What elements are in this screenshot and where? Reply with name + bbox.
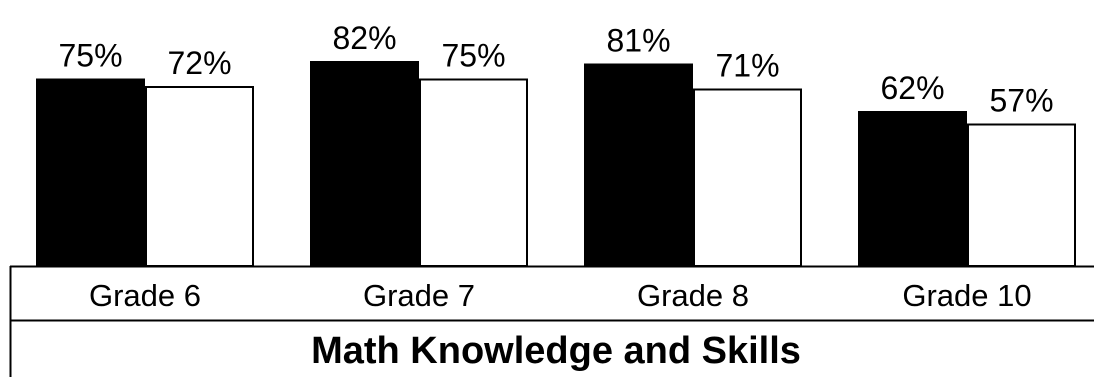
category-label: Grade 6 — [89, 278, 201, 313]
data-label: 62% — [880, 70, 944, 106]
category-labels-group: Grade 6 Grade 7 Grade 8 Grade 10 — [89, 278, 1032, 313]
bar-grade-10-series-2 — [967, 123, 1076, 267]
bar-grade-7-series-2 — [419, 78, 528, 267]
chart-title: Math Knowledge and Skills — [311, 330, 801, 372]
bar-grade-10-series-1 — [858, 111, 967, 267]
data-label: 75% — [441, 38, 505, 74]
data-label: 82% — [332, 20, 396, 56]
value-labels-group: 75% 72% 82% 75% 81% 71% 62% 57% — [58, 20, 1053, 119]
data-label: 57% — [989, 83, 1053, 119]
bar-grade-6-series-1 — [36, 78, 145, 267]
bar-grade-8-series-1 — [584, 63, 693, 267]
category-label: Grade 8 — [637, 278, 749, 313]
data-label: 75% — [58, 38, 122, 74]
bar-grade-7-series-1 — [310, 61, 419, 267]
bar-grade-8-series-2 — [693, 88, 802, 267]
category-label: Grade 7 — [363, 278, 475, 313]
data-label: 72% — [167, 45, 231, 81]
category-label: Grade 10 — [902, 278, 1031, 313]
bar-grade-6-series-2 — [145, 86, 254, 267]
data-label: 71% — [715, 48, 779, 84]
data-label: 81% — [606, 23, 670, 59]
bars-group — [36, 61, 1076, 267]
